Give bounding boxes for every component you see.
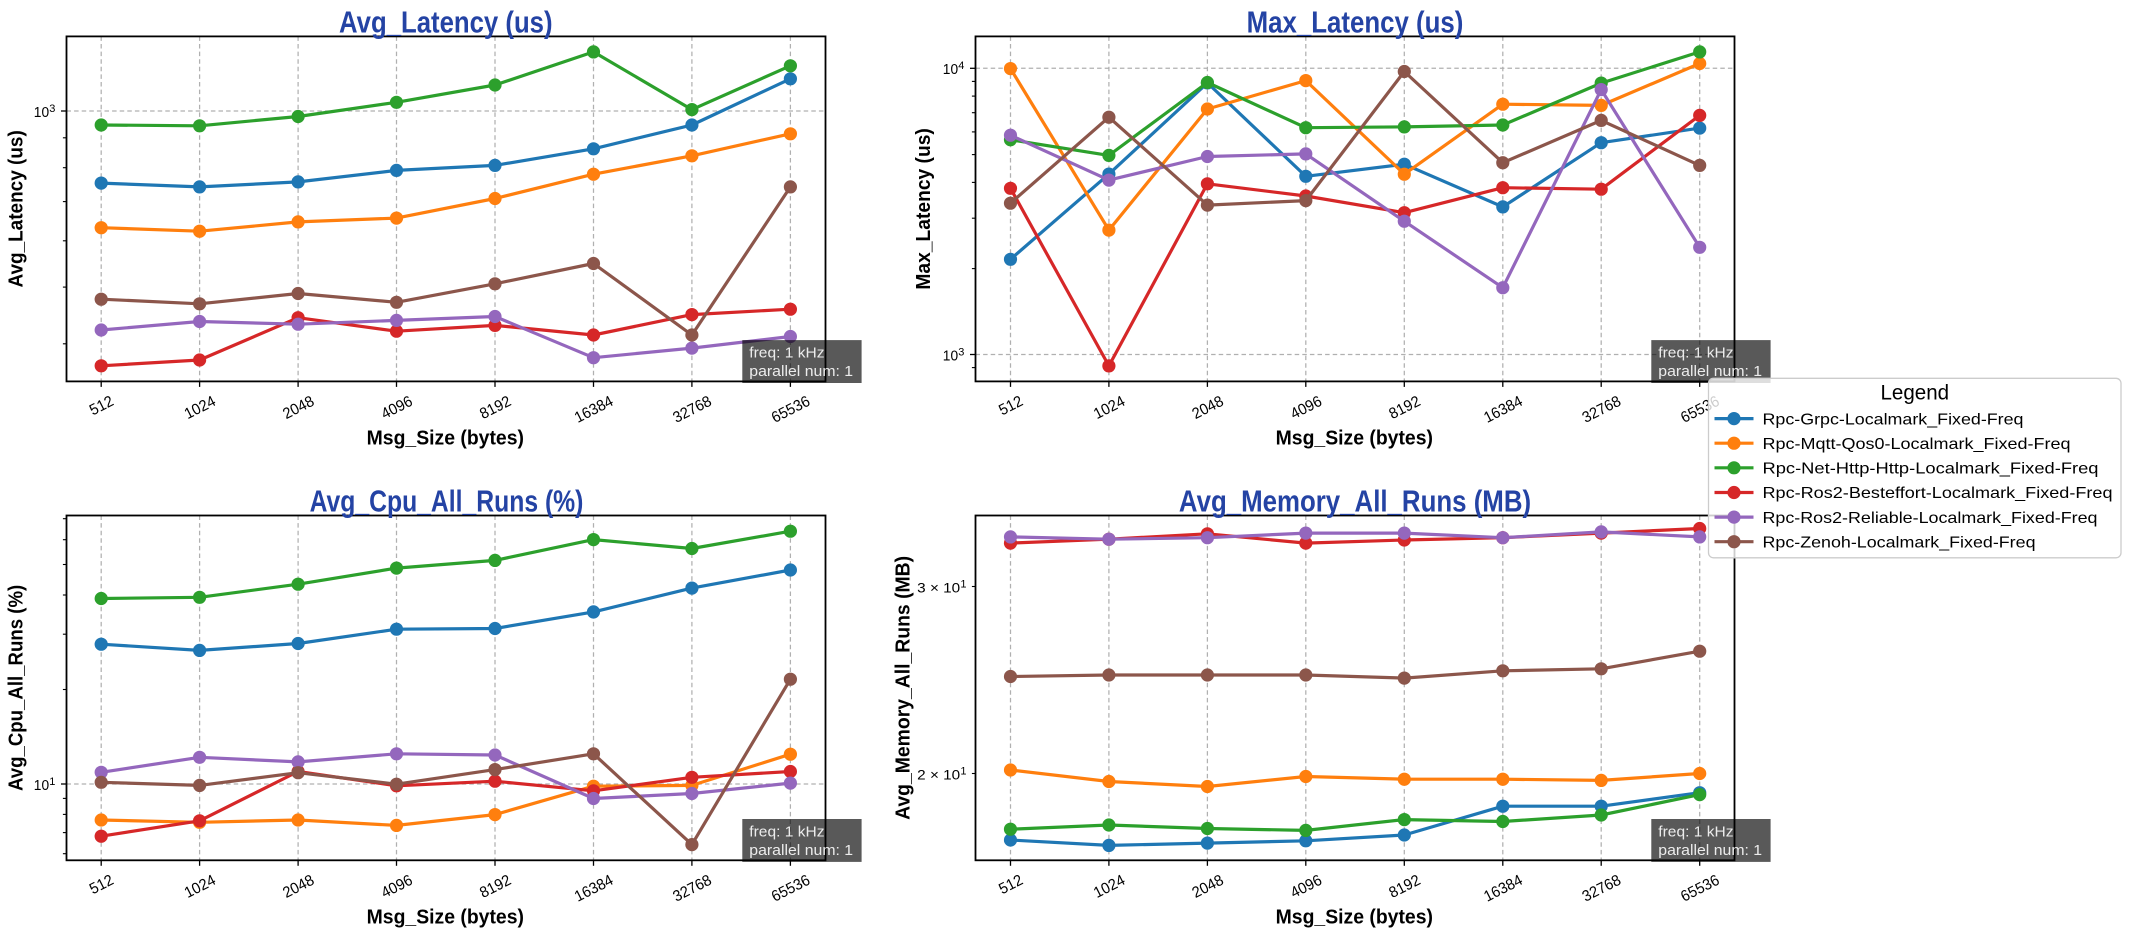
svg-text:10: 10 xyxy=(943,348,958,364)
svg-text:Msg_Size (bytes): Msg_Size (bytes) xyxy=(367,906,524,929)
svg-text:parallel num: 1: parallel num: 1 xyxy=(1658,842,1762,859)
svg-text:Msg_Size (bytes): Msg_Size (bytes) xyxy=(1276,427,1433,450)
svg-text:10: 10 xyxy=(34,778,49,794)
svg-text:Msg_Size (bytes): Msg_Size (bytes) xyxy=(367,427,524,450)
svg-text:Rpc-Ros2-Besteffort-Localmark_: Rpc-Ros2-Besteffort-Localmark_Fixed-Freq xyxy=(1763,485,2113,502)
svg-text:freq: 1 kHz: freq: 1 kHz xyxy=(749,824,824,841)
svg-text:Msg_Size (bytes): Msg_Size (bytes) xyxy=(1276,906,1433,929)
svg-text:Avg_Cpu_All_Runs (%): Avg_Cpu_All_Runs (%) xyxy=(4,585,27,791)
svg-text:Avg_Memory_All_Runs (MB): Avg_Memory_All_Runs (MB) xyxy=(1179,485,1531,519)
svg-text:3: 3 xyxy=(49,103,55,115)
svg-text:parallel num: 1: parallel num: 1 xyxy=(749,842,853,859)
svg-text:Rpc-Mqtt-Qos0-Localmark_Fixed-: Rpc-Mqtt-Qos0-Localmark_Fixed-Freq xyxy=(1763,436,2071,453)
svg-text:3 × 10: 3 × 10 xyxy=(917,580,960,595)
svg-text:parallel num: 1: parallel num: 1 xyxy=(1658,363,1762,380)
svg-text:Rpc-Ros2-Reliable-Localmark_Fi: Rpc-Ros2-Reliable-Localmark_Fixed-Freq xyxy=(1763,510,2098,527)
svg-text:Avg_Memory_All_Runs (MB): Avg_Memory_All_Runs (MB) xyxy=(892,556,915,820)
svg-text:Avg_Cpu_All_Runs (%): Avg_Cpu_All_Runs (%) xyxy=(310,485,584,519)
svg-text:Rpc-Net-Http-Http-Localmark_Fi: Rpc-Net-Http-Http-Localmark_Fixed-Freq xyxy=(1763,461,2099,478)
svg-text:10: 10 xyxy=(943,62,958,78)
svg-text:Avg_Latency (us): Avg_Latency (us) xyxy=(339,6,553,40)
svg-text:4: 4 xyxy=(958,60,964,72)
svg-text:1: 1 xyxy=(49,776,55,788)
svg-text:Legend: Legend xyxy=(1881,382,1950,405)
svg-text:Avg_Latency (us): Avg_Latency (us) xyxy=(4,130,27,287)
svg-text:10: 10 xyxy=(34,105,49,121)
svg-text:Rpc-Zenoh-Localmark_Fixed-Freq: Rpc-Zenoh-Localmark_Fixed-Freq xyxy=(1763,534,2036,551)
svg-text:1: 1 xyxy=(960,765,966,777)
svg-text:3: 3 xyxy=(958,346,964,358)
svg-text:1: 1 xyxy=(960,578,966,590)
svg-text:Max_Latency (us): Max_Latency (us) xyxy=(1247,6,1464,40)
svg-text:freq: 1 kHz: freq: 1 kHz xyxy=(1658,824,1733,841)
svg-text:freq: 1 kHz: freq: 1 kHz xyxy=(1658,345,1733,362)
svg-text:parallel num: 1: parallel num: 1 xyxy=(749,363,853,380)
svg-text:freq: 1 kHz: freq: 1 kHz xyxy=(749,345,824,362)
svg-text:2 × 10: 2 × 10 xyxy=(917,767,960,782)
svg-text:Max_Latency (us): Max_Latency (us) xyxy=(912,128,935,289)
svg-text:Rpc-Grpc-Localmark_Fixed-Freq: Rpc-Grpc-Localmark_Fixed-Freq xyxy=(1763,411,2024,428)
